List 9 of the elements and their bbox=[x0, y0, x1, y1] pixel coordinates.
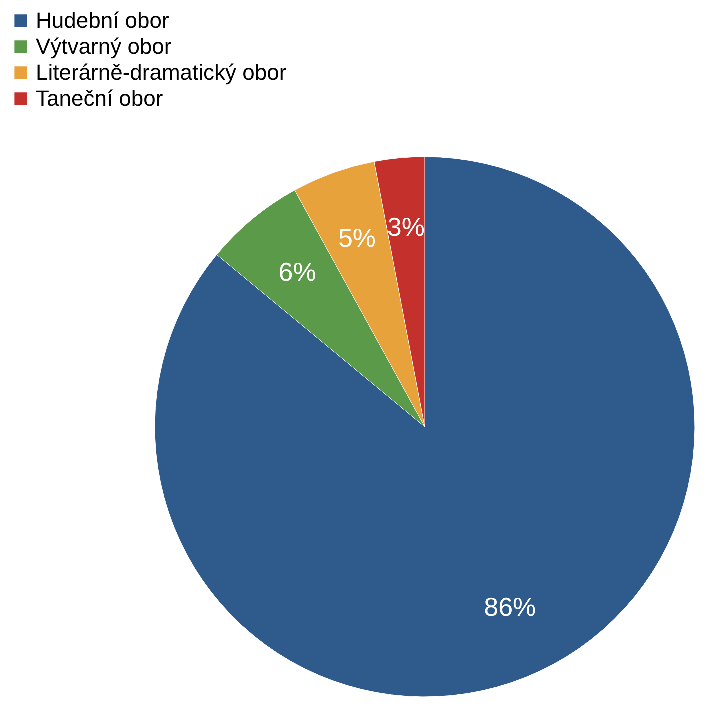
legend-label: Literárně-dramatický obor bbox=[36, 60, 287, 85]
data-label: 3% bbox=[387, 212, 425, 242]
data-label: 86% bbox=[484, 592, 536, 622]
legend-label: Taneční obor bbox=[36, 86, 164, 111]
data-label: 6% bbox=[278, 256, 316, 287]
legend-label: Hudební obor bbox=[36, 8, 170, 33]
legend-label: Výtvarný obor bbox=[36, 34, 172, 59]
data-label: 5% bbox=[338, 222, 376, 253]
pie-slice bbox=[155, 156, 696, 697]
